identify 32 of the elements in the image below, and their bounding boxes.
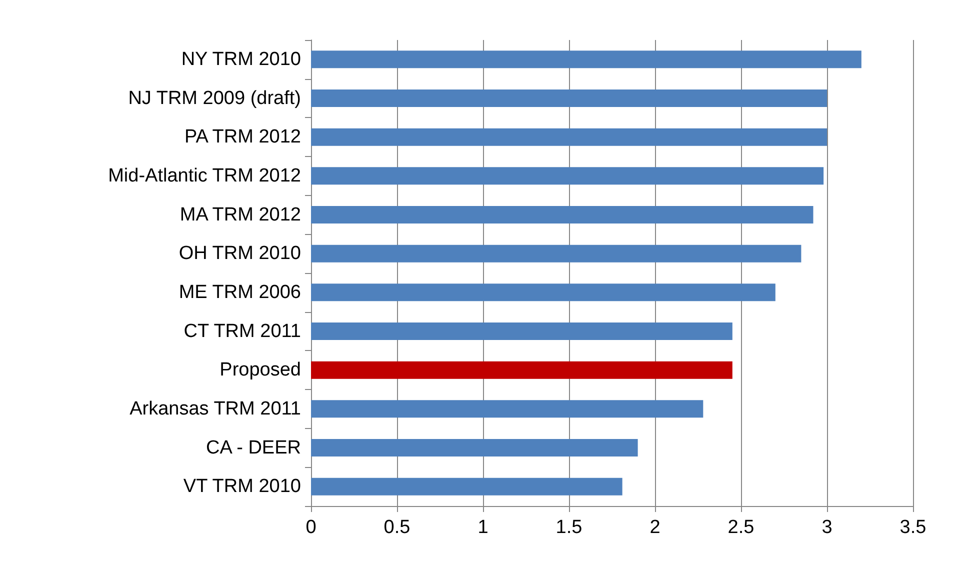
x-tick-label: 3 bbox=[822, 517, 832, 538]
y-tick-label: Mid-Atlantic TRM 2012 bbox=[108, 165, 301, 186]
x-tick-label: 1 bbox=[478, 517, 488, 538]
y-tick-label: OH TRM 2010 bbox=[178, 243, 301, 264]
y-tick-label: ME TRM 2006 bbox=[178, 282, 301, 303]
bar bbox=[311, 50, 862, 68]
y-tick-label: VT TRM 2010 bbox=[183, 476, 301, 498]
x-tick-label: 2.5 bbox=[728, 517, 754, 538]
y-tick-label: CT TRM 2011 bbox=[184, 320, 301, 342]
bar bbox=[311, 361, 732, 379]
bar bbox=[311, 206, 814, 224]
bar bbox=[311, 439, 638, 456]
x-tick-label: 0 bbox=[306, 517, 316, 538]
y-tick-label: PA TRM 2012 bbox=[184, 126, 301, 148]
y-tick-label: MA TRM 2012 bbox=[180, 204, 301, 226]
bar bbox=[311, 90, 827, 107]
bar bbox=[311, 244, 802, 262]
y-tick-label: CA - DEER bbox=[206, 437, 301, 458]
bar bbox=[311, 128, 827, 146]
x-tick-label: 0.5 bbox=[384, 517, 410, 538]
y-tick-label: Arkansas TRM 2011 bbox=[130, 398, 301, 420]
x-tick-label: 1.5 bbox=[556, 517, 582, 538]
x-tick-label: 2 bbox=[650, 517, 660, 538]
bar bbox=[311, 284, 776, 302]
bar bbox=[311, 322, 732, 340]
bar bbox=[311, 167, 824, 185]
bar bbox=[311, 478, 622, 496]
bar bbox=[311, 400, 704, 418]
y-tick-label: NY TRM 2010 bbox=[181, 48, 301, 70]
y-tick-label: NJ TRM 2009 (draft) bbox=[128, 88, 301, 109]
y-tick-label: Proposed bbox=[220, 360, 301, 381]
x-tick-label: 3.5 bbox=[900, 517, 926, 538]
